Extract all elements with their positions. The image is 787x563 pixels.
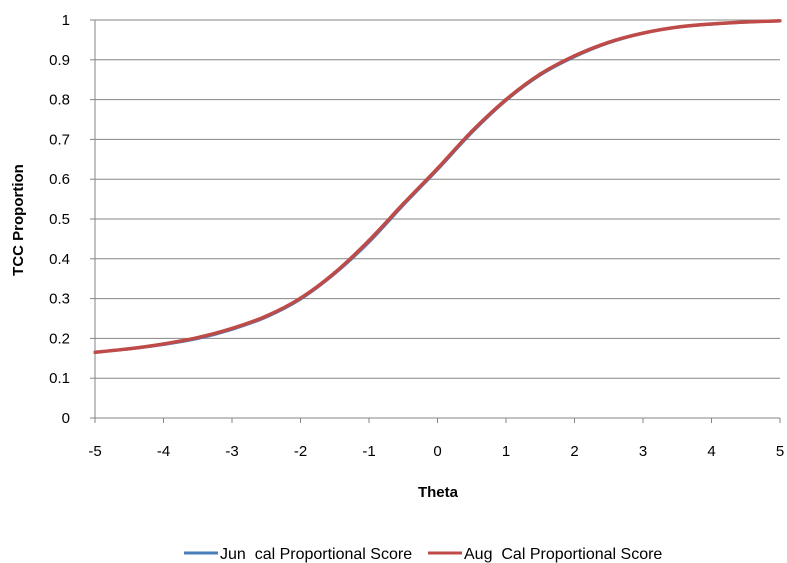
data-point-aug [538,72,542,76]
data-point-aug [93,350,97,354]
data-point-aug [436,166,439,170]
y-tick-label: 0.7 [49,131,70,148]
legend-label-aug: Aug Cal Proportional Score [464,546,662,563]
data-point-aug [710,22,713,26]
x-tick-label: 0 [433,443,441,460]
x-tick-label: 3 [639,443,647,460]
x-tick-label: 2 [570,443,578,460]
data-point-aug [299,296,302,300]
legend-item-aug: Aug Cal Proportional Score [428,546,662,563]
series-aug [93,19,782,355]
x-tick-label: -3 [225,443,238,460]
data-point-aug [744,20,748,24]
y-tick-label: 0.8 [49,92,70,109]
y-tick-label: 0.5 [49,211,70,228]
x-tick-label: -4 [157,443,170,460]
y-tick-label: 0.6 [49,171,70,188]
x-tick-label: 5 [776,443,784,460]
x-tick-label: -5 [88,443,101,460]
y-tick-label: 1 [62,12,70,29]
y-tick-label: 0.3 [49,291,70,308]
data-point-aug [573,54,576,58]
data-point-aug [641,31,645,35]
y-tick-labels: 0 0.1 0.2 0.3 0.4 0.5 0.6 0.7 0.8 0.9 1 [49,12,70,427]
y-tick-label: 0 [62,410,70,427]
data-point-aug [401,202,405,206]
data-point-aug [607,40,611,44]
data-point-aug [333,271,337,275]
x-axis-title: Theta [418,484,459,501]
y-tick-label: 0.4 [49,251,70,268]
data-point-aug [778,19,782,23]
data-point-aug [162,342,165,346]
data-point-aug [264,314,268,318]
axes [94,20,781,423]
y-axis-title: TCC Proportion [10,164,27,276]
data-point-aug [470,129,474,133]
data-point-aug [230,326,234,330]
y-tick-label: 0.1 [49,370,70,387]
series-jun [94,19,781,354]
x-tick-label: -2 [294,443,307,460]
x-tick-labels: -5 -4 -3 -2 -1 0 1 2 3 4 5 [88,443,784,460]
gridlines [90,19,780,419]
series-lines [93,19,782,355]
legend-label-jun: Jun cal Proportional Score [220,546,412,563]
data-point-aug [367,238,371,242]
data-point-aug [196,336,200,340]
y-tick-label: 0.9 [49,52,70,69]
data-point-aug [675,25,679,29]
series-line-aug [94,19,781,355]
data-point-aug [504,98,508,102]
x-tick-label: 4 [707,443,715,460]
data-point-aug [127,347,131,351]
y-tick-label: 0.2 [49,330,70,347]
legend-item-jun: Jun cal Proportional Score [184,546,412,563]
x-tick-label: -1 [362,443,375,460]
series-line-jun [94,19,781,354]
legend: Jun cal Proportional Score Aug Cal Propo… [184,546,662,563]
x-tick-label: 1 [502,443,510,460]
